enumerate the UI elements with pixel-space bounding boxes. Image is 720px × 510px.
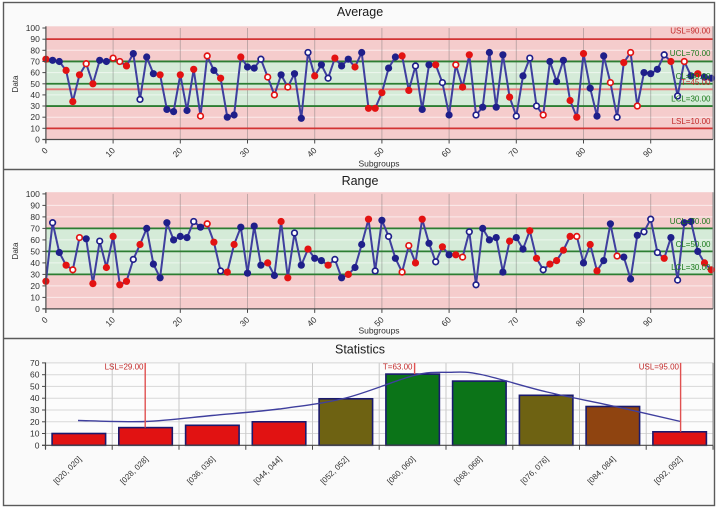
svg-text:Statistics: Statistics (335, 343, 385, 357)
svg-text:80: 80 (30, 212, 40, 222)
svg-text:40: 40 (30, 90, 40, 100)
svg-text:10: 10 (30, 292, 40, 302)
svg-text:70: 70 (30, 358, 40, 368)
svg-text:40: 40 (30, 258, 40, 268)
svg-text:0: 0 (39, 315, 50, 326)
svg-text:UCL=70.00: UCL=70.00 (670, 49, 711, 58)
svg-text:50: 50 (30, 246, 40, 256)
svg-text:90: 90 (30, 34, 40, 44)
svg-text:CL=50.00: CL=50.00 (676, 240, 711, 249)
svg-text:0: 0 (35, 304, 40, 314)
svg-text:100: 100 (26, 189, 40, 199)
svg-text:UCL=70.00: UCL=70.00 (670, 217, 711, 226)
svg-text:Data: Data (11, 75, 20, 92)
svg-text:20: 20 (30, 112, 40, 122)
svg-text:LCL=30.00: LCL=30.00 (671, 263, 711, 272)
svg-text:70: 70 (30, 57, 40, 67)
svg-text:60: 60 (30, 68, 40, 78)
svg-text:20: 20 (30, 281, 40, 291)
svg-text:40: 40 (30, 393, 40, 403)
svg-text:LSL=29.00: LSL=29.00 (105, 362, 144, 371)
svg-text:30: 30 (30, 101, 40, 111)
svg-text:Subgroups: Subgroups (358, 159, 399, 169)
svg-text:CL=50.00: CL=50.00 (676, 72, 711, 81)
svg-text:10: 10 (30, 123, 40, 133)
svg-text:60: 60 (30, 235, 40, 245)
svg-text:20: 20 (30, 417, 40, 427)
svg-text:80: 80 (30, 45, 40, 55)
svg-text:50: 50 (30, 79, 40, 89)
svg-text:90: 90 (30, 200, 40, 210)
svg-text:10: 10 (30, 429, 40, 439)
svg-text:60: 60 (30, 370, 40, 380)
svg-text:Data: Data (11, 242, 20, 259)
svg-text:USL=90.00: USL=90.00 (670, 27, 711, 36)
svg-text:T=63.00: T=63.00 (383, 362, 413, 371)
svg-text:Subgroups: Subgroups (358, 326, 399, 336)
svg-text:LSL=10.00: LSL=10.00 (672, 117, 711, 126)
svg-text:USL=95.00: USL=95.00 (639, 362, 680, 371)
svg-text:100: 100 (26, 23, 40, 33)
svg-text:70: 70 (30, 223, 40, 233)
svg-text:0: 0 (35, 135, 40, 145)
svg-text:30: 30 (30, 269, 40, 279)
svg-text:50: 50 (30, 381, 40, 391)
svg-text:0: 0 (35, 440, 40, 450)
svg-text:LCL=30.00: LCL=30.00 (671, 95, 711, 104)
svg-text:0: 0 (39, 145, 50, 156)
svg-text:Range: Range (342, 174, 379, 188)
svg-text:T=45.00: T=45.00 (681, 78, 711, 87)
svg-text:Average: Average (337, 5, 383, 19)
svg-text:30: 30 (30, 405, 40, 415)
